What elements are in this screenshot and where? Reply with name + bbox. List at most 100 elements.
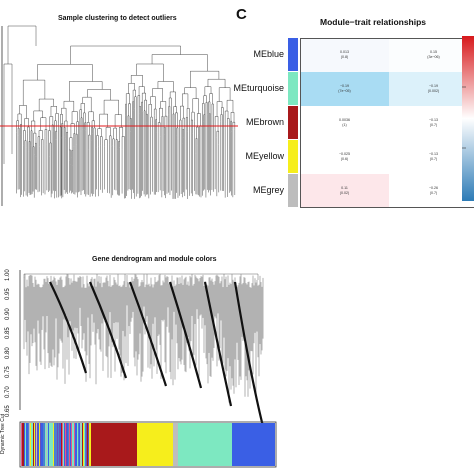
branch — [208, 101, 211, 114]
branch — [96, 135, 99, 148]
branch — [209, 113, 211, 127]
correlation-value: 0.15 — [430, 50, 437, 54]
correlation-value: 0.0036 — [339, 118, 350, 122]
branch — [168, 97, 172, 107]
color-bar-stripe — [28, 423, 30, 466]
branch — [49, 142, 52, 157]
branch — [132, 89, 136, 102]
module-row-label: MEblue — [253, 49, 284, 59]
branch — [32, 146, 35, 156]
color-bar-stripe — [31, 423, 33, 466]
branch — [91, 126, 93, 141]
color-bar-stripe — [78, 423, 80, 466]
module-color-segment — [173, 423, 178, 466]
branch — [227, 118, 230, 131]
color-bar-stripe — [82, 423, 84, 466]
color-bar-stripe — [57, 423, 59, 466]
color-bar-stripe — [79, 423, 81, 466]
branch — [119, 127, 124, 142]
branch — [169, 91, 176, 107]
branch — [30, 130, 33, 146]
branch — [173, 106, 177, 114]
branch — [191, 111, 195, 122]
color-bar-stripe — [66, 423, 68, 466]
module-color-segment — [232, 423, 275, 466]
gene-ytick-label: 1.00 — [5, 269, 11, 281]
branch — [16, 120, 19, 133]
p-value: (0.7) — [429, 190, 438, 195]
branch — [152, 88, 163, 102]
color-bar-stripe — [87, 423, 89, 466]
gene-ytick-label: 0.85 — [5, 327, 11, 340]
branch — [113, 127, 117, 140]
branch — [125, 93, 130, 105]
module-branch — [88, 281, 128, 379]
branch — [27, 126, 30, 142]
branch — [88, 134, 91, 150]
panel-a-title: Sample clustering to detect outliers — [58, 15, 177, 22]
color-bar-stripe — [35, 423, 37, 466]
branch — [172, 113, 175, 128]
branch — [24, 118, 29, 131]
p-value: (0.002) — [427, 88, 440, 93]
branch — [66, 132, 68, 147]
branch — [71, 111, 78, 124]
branch — [37, 136, 41, 147]
branch — [104, 139, 108, 153]
module-color-swatch — [288, 106, 298, 139]
color-bar-stripe — [84, 423, 86, 466]
branch — [71, 150, 73, 166]
gene-ytick-label: 0.70 — [5, 385, 11, 398]
color-bar-stripe — [77, 423, 79, 466]
branch — [86, 122, 90, 136]
branch — [75, 133, 78, 150]
correlation-value: 0.013 — [340, 50, 349, 54]
color-bar-stripe — [54, 423, 56, 466]
module-branch — [168, 281, 203, 389]
correlation-value: −0.26 — [428, 186, 439, 190]
color-bar-stripe — [43, 423, 45, 466]
color-bar-stripe — [83, 423, 85, 466]
root-branch — [23, 273, 259, 280]
branch — [148, 104, 152, 118]
branch — [132, 101, 134, 111]
branch — [128, 83, 135, 94]
branch — [50, 106, 57, 117]
branch — [69, 149, 71, 165]
correlation-value: 0.11 — [341, 186, 348, 190]
branch — [164, 127, 166, 138]
branch — [17, 113, 22, 125]
branch — [127, 115, 130, 124]
branch — [199, 126, 202, 136]
branch — [99, 113, 108, 129]
heatmap-cell: 0.15 (3e−06) — [389, 38, 474, 72]
branch — [141, 101, 143, 112]
color-bar-stripe — [63, 423, 65, 466]
color-bar-stripe — [60, 423, 62, 466]
color-bar-stripe — [40, 423, 42, 466]
heatmap-frame — [300, 38, 474, 208]
branch — [105, 127, 111, 140]
module-branch — [233, 281, 268, 439]
branch — [175, 112, 178, 128]
branch — [157, 122, 161, 137]
heatmap-cell: 0.013 (0.8) — [300, 38, 389, 72]
branch — [79, 109, 82, 122]
color-bar-stripe — [42, 423, 44, 466]
branch — [192, 98, 199, 114]
branch — [60, 114, 63, 127]
branch — [218, 87, 231, 102]
branch — [144, 99, 147, 115]
branch — [23, 130, 26, 146]
color-bar-stripe — [47, 423, 49, 466]
p-value: (1) — [342, 122, 347, 127]
branch — [33, 110, 43, 121]
gene-ytick-label: 0.75 — [5, 366, 11, 379]
branch — [55, 130, 58, 140]
color-bar-stripe — [49, 423, 51, 466]
correlation-value: −0.19 — [428, 84, 439, 88]
branch — [138, 86, 145, 96]
branch — [141, 92, 146, 103]
root-branch — [7, 25, 37, 64]
branch — [93, 127, 96, 141]
